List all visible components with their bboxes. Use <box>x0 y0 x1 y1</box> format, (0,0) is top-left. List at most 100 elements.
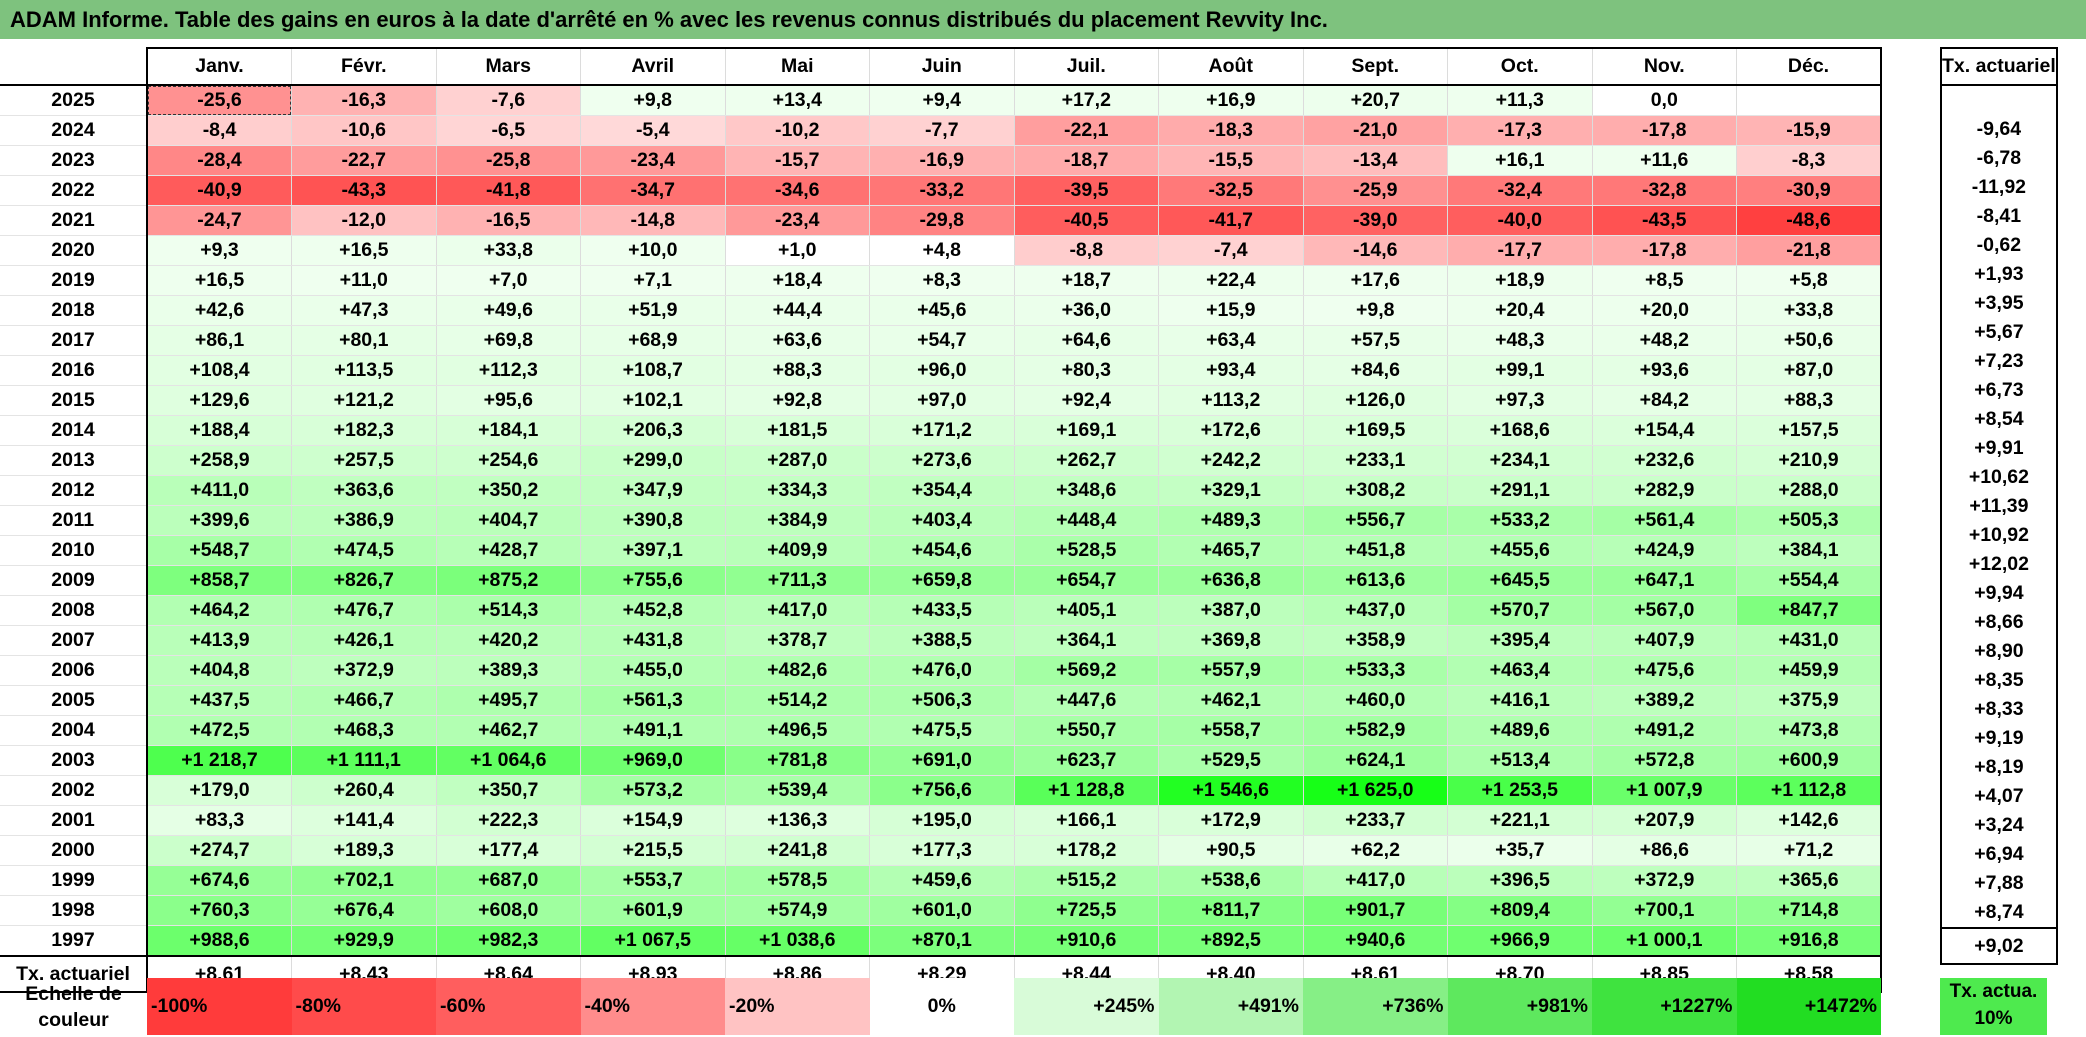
gain-cell: +826,7 <box>291 565 437 596</box>
gain-cell: +514,2 <box>725 685 870 716</box>
gain-cell: +108,4 <box>147 355 292 386</box>
gain-cell: +687,0 <box>436 865 581 896</box>
gain-cell: -40,5 <box>1014 205 1159 236</box>
gain-cell: +452,8 <box>580 595 726 626</box>
actuarial-year-value: +3,24 <box>1940 811 2058 840</box>
gain-cell: +92,4 <box>1014 385 1159 416</box>
gain-cell: -7,7 <box>869 115 1015 146</box>
table-row: 2010 +548,7 +474,5 +428,7 +397,1 +409,9 +454,6… <box>0 535 1882 566</box>
month-header: Mars <box>436 47 581 86</box>
gain-cell: +329,1 <box>1158 475 1304 506</box>
gain-cell: +13,4 <box>725 85 870 116</box>
gain-cell: +68,9 <box>580 325 726 356</box>
gain-cell: +515,2 <box>1014 865 1159 896</box>
gain-cell: +491,1 <box>580 715 726 746</box>
gain-cell: +572,8 <box>1592 745 1737 776</box>
year-label: 2011 <box>0 505 148 536</box>
gain-cell: +561,4 <box>1592 505 1737 536</box>
gain-cell: +334,3 <box>725 475 870 506</box>
gain-cell: +395,4 <box>1447 625 1593 656</box>
month-header: Juil. <box>1014 47 1159 86</box>
gain-cell: +99,1 <box>1447 355 1593 386</box>
gain-cell: -32,5 <box>1158 175 1304 206</box>
gain-cell: +129,6 <box>147 385 292 416</box>
gain-cell: +809,4 <box>1447 895 1593 926</box>
actuarial-year-row: +7,23 <box>1940 347 2058 376</box>
gain-cell: +84,6 <box>1303 355 1448 386</box>
gain-cell: +573,2 <box>580 775 726 806</box>
gain-cell: +1 218,7 <box>147 745 292 776</box>
gain-cell: +1 067,5 <box>580 925 726 957</box>
report-title: ADAM Informe. Table des gains en euros à… <box>0 0 2086 39</box>
gain-cell: +781,8 <box>725 745 870 776</box>
gain-cell: +411,0 <box>147 475 292 506</box>
actuarial-year-row: +5,67 <box>1940 318 2058 347</box>
gain-cell: +86,6 <box>1592 835 1737 866</box>
table-row: 2009 +858,7 +826,7 +875,2 +755,6 +711,3 +659,8… <box>0 565 1882 596</box>
gain-cell: +413,9 <box>147 625 292 656</box>
actuarial-year-value: +9,91 <box>1940 434 2058 463</box>
gain-cell: +80,1 <box>291 325 437 356</box>
gain-cell: +87,0 <box>1736 355 1882 386</box>
gain-cell: +929,9 <box>291 925 437 957</box>
actuarial-year-value: +4,07 <box>1940 782 2058 811</box>
gain-cell: +714,8 <box>1736 895 1882 926</box>
gain-cell: +601,9 <box>580 895 726 926</box>
gain-cell: -7,4 <box>1158 235 1304 266</box>
gain-cell: +291,1 <box>1447 475 1593 506</box>
gain-cell: +495,7 <box>436 685 581 716</box>
gain-cell: +466,7 <box>291 685 437 716</box>
gain-cell: +1 546,6 <box>1158 775 1304 806</box>
gain-cell: +258,9 <box>147 445 292 476</box>
gain-cell: +9,4 <box>869 85 1015 116</box>
gain-cell: +407,9 <box>1592 625 1737 656</box>
gain-cell: +475,5 <box>869 715 1015 746</box>
gain-cell: +48,2 <box>1592 325 1737 356</box>
gain-cell: +397,1 <box>580 535 726 566</box>
gain-cell: +287,0 <box>725 445 870 476</box>
gain-cell: +16,5 <box>147 265 292 296</box>
gain-cell: -8,4 <box>147 115 292 146</box>
gain-cell: +940,6 <box>1303 925 1448 957</box>
year-label: 2010 <box>0 535 148 566</box>
year-label: 2015 <box>0 385 148 416</box>
actuarial-year-value: +8,74 <box>1940 898 2058 928</box>
gain-cell: +459,9 <box>1736 655 1882 686</box>
actuarial-year-value: +8,54 <box>1940 405 2058 434</box>
gain-cell: +608,0 <box>436 895 581 926</box>
gain-cell: +215,5 <box>580 835 726 866</box>
gain-cell: +347,9 <box>580 475 726 506</box>
gain-cell: +601,0 <box>869 895 1015 926</box>
gain-cell: +514,3 <box>436 595 581 626</box>
gain-cell: +482,6 <box>725 655 870 686</box>
gain-cell: +624,1 <box>1303 745 1448 776</box>
year-label: 2014 <box>0 415 148 446</box>
gain-cell: -17,8 <box>1592 115 1737 146</box>
gain-cell: +350,7 <box>436 775 581 806</box>
gain-cell: +760,3 <box>147 895 292 926</box>
gain-cell: +858,7 <box>147 565 292 596</box>
actuarial-year-value: +6,94 <box>1940 840 2058 869</box>
gain-cell: +282,9 <box>1592 475 1737 506</box>
gain-cell: +404,7 <box>436 505 581 536</box>
year-label: 2002 <box>0 775 148 806</box>
gain-cell: +455,6 <box>1447 535 1593 566</box>
gain-cell: +15,9 <box>1158 295 1304 326</box>
gain-cell: +11,3 <box>1447 85 1593 116</box>
table-row: 2019 +16,5 +11,0 +7,0 +7,1 +18,4 +8,3 +18,7 +22,… <box>0 265 1882 296</box>
year-label: 2003 <box>0 745 148 776</box>
gain-cell: +44,4 <box>725 295 870 326</box>
gain-cell: -32,4 <box>1447 175 1593 206</box>
gain-cell: +473,8 <box>1736 715 1882 746</box>
gain-cell: +20,0 <box>1592 295 1737 326</box>
year-label: 2000 <box>0 835 148 866</box>
table-row: 2021 -24,7 -12,0 -16,5 -14,8 -23,4 -29,8 -40,5-… <box>0 205 1882 236</box>
gain-cell: +169,1 <box>1014 415 1159 446</box>
actuarial-year-value <box>1940 85 2058 115</box>
gain-cell: -18,3 <box>1158 115 1304 146</box>
gain-cell: +539,4 <box>725 775 870 806</box>
gain-cell: +11,6 <box>1592 145 1737 176</box>
gain-cell: +424,9 <box>1592 535 1737 566</box>
gain-cell: +702,1 <box>291 865 437 896</box>
gain-cell: +308,2 <box>1303 475 1448 506</box>
